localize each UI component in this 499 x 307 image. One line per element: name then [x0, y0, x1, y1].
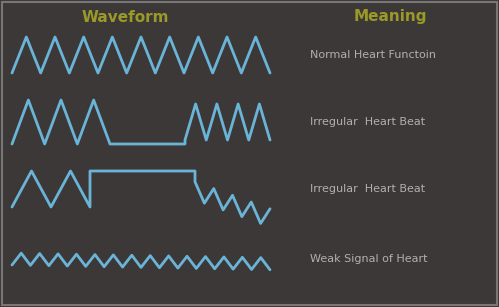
Text: Weak Signal of Heart: Weak Signal of Heart	[310, 254, 428, 264]
Text: Waveform: Waveform	[81, 10, 169, 25]
Text: Irregular  Heart Beat: Irregular Heart Beat	[310, 117, 425, 127]
Text: Normal Heart Functoin: Normal Heart Functoin	[310, 50, 436, 60]
Text: Irregular  Heart Beat: Irregular Heart Beat	[310, 184, 425, 194]
Text: Meaning: Meaning	[353, 10, 427, 25]
